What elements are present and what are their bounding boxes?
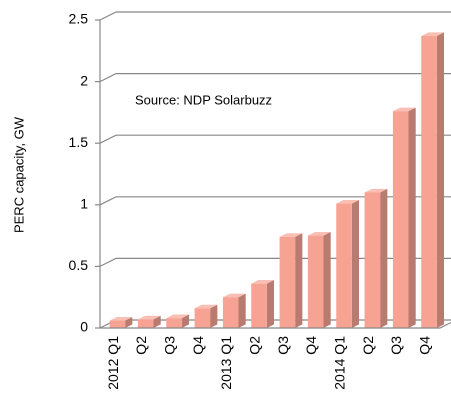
x-tick-label: Q2	[360, 336, 376, 355]
bar	[137, 319, 154, 328]
bar	[421, 36, 437, 329]
bar-top	[166, 314, 190, 319]
bar	[222, 297, 239, 328]
x-tick-label: Q4	[417, 336, 433, 355]
grid-line	[99, 11, 451, 21]
bar-side	[266, 280, 275, 328]
bar-side	[295, 233, 303, 328]
bar-top	[336, 199, 360, 204]
bar-top	[194, 304, 218, 309]
x-tick-label: Q4	[303, 336, 319, 355]
grid-line	[99, 72, 451, 83]
y-tick-label: 2	[80, 72, 88, 88]
bar-side	[210, 304, 218, 328]
bar-side	[380, 188, 388, 328]
x-tick-label: 2012 Q1	[105, 336, 121, 390]
grid-line	[99, 134, 451, 144]
bar-side	[153, 315, 161, 328]
y-tick-label: 1	[80, 196, 88, 212]
bar-side	[181, 314, 190, 328]
bar-top	[421, 32, 445, 37]
bar	[166, 318, 182, 328]
bar-top	[251, 280, 275, 284]
y-tick-label: 0.5	[69, 257, 89, 273]
bar-side	[125, 317, 133, 328]
bar	[109, 320, 126, 328]
x-tick-label: Q3	[388, 336, 404, 355]
y-tick-label: 0	[80, 319, 88, 335]
bar-top	[109, 317, 133, 321]
bar-top	[222, 293, 246, 298]
bar-top	[279, 233, 303, 237]
bar	[364, 192, 381, 328]
x-tick-label: Q2	[247, 336, 263, 355]
x-tick-label: Q3	[275, 336, 291, 355]
annotation: Source: NDP Solarbuzz	[135, 92, 272, 107]
bar-side	[351, 199, 360, 328]
x-tick-label: Q3	[162, 336, 178, 355]
bar-side	[436, 32, 445, 328]
bar-top	[307, 232, 331, 236]
x-tick-label: 2014 Q1	[332, 336, 348, 390]
bar	[307, 235, 324, 328]
bar	[279, 236, 296, 328]
x-tick-label: Q4	[190, 336, 206, 355]
bar-top	[137, 315, 161, 320]
y-tick-label: 2.5	[69, 11, 89, 27]
bar-side	[408, 107, 416, 329]
bar-side	[323, 232, 331, 328]
y-axis-label: PERC capacity, GW	[11, 116, 26, 233]
bar	[336, 203, 352, 328]
grid-line	[99, 196, 451, 206]
bar-side	[238, 293, 246, 328]
y-tick-label: 1.5	[69, 134, 89, 150]
bar-top	[392, 107, 416, 112]
x-tick-label: Q2	[133, 336, 149, 355]
bar	[392, 111, 409, 328]
bar	[194, 308, 211, 328]
x-tick-label: 2013 Q1	[218, 336, 234, 390]
bar-top	[364, 188, 388, 193]
bar	[251, 283, 267, 328]
